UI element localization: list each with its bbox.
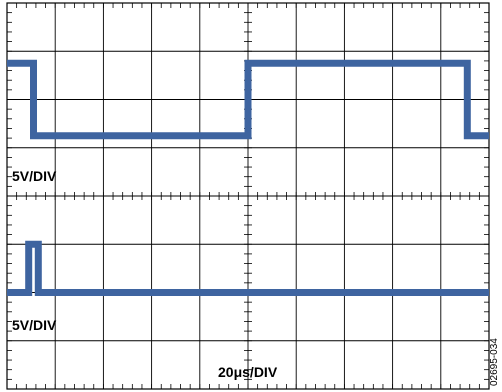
traces: [7, 59, 489, 296]
figure-id: 02695-034: [489, 338, 500, 386]
labels: 5V/DIV 5V/DIV 20μs/DIV 02695-034: [12, 168, 500, 386]
trace-channel-2: [7, 240, 489, 296]
channel-1-scale-label: 5V/DIV: [12, 168, 57, 184]
channel-2-scale-label: 5V/DIV: [12, 317, 57, 333]
trace-channel-1: [7, 59, 489, 140]
timebase-label: 20μs/DIV: [218, 364, 278, 380]
